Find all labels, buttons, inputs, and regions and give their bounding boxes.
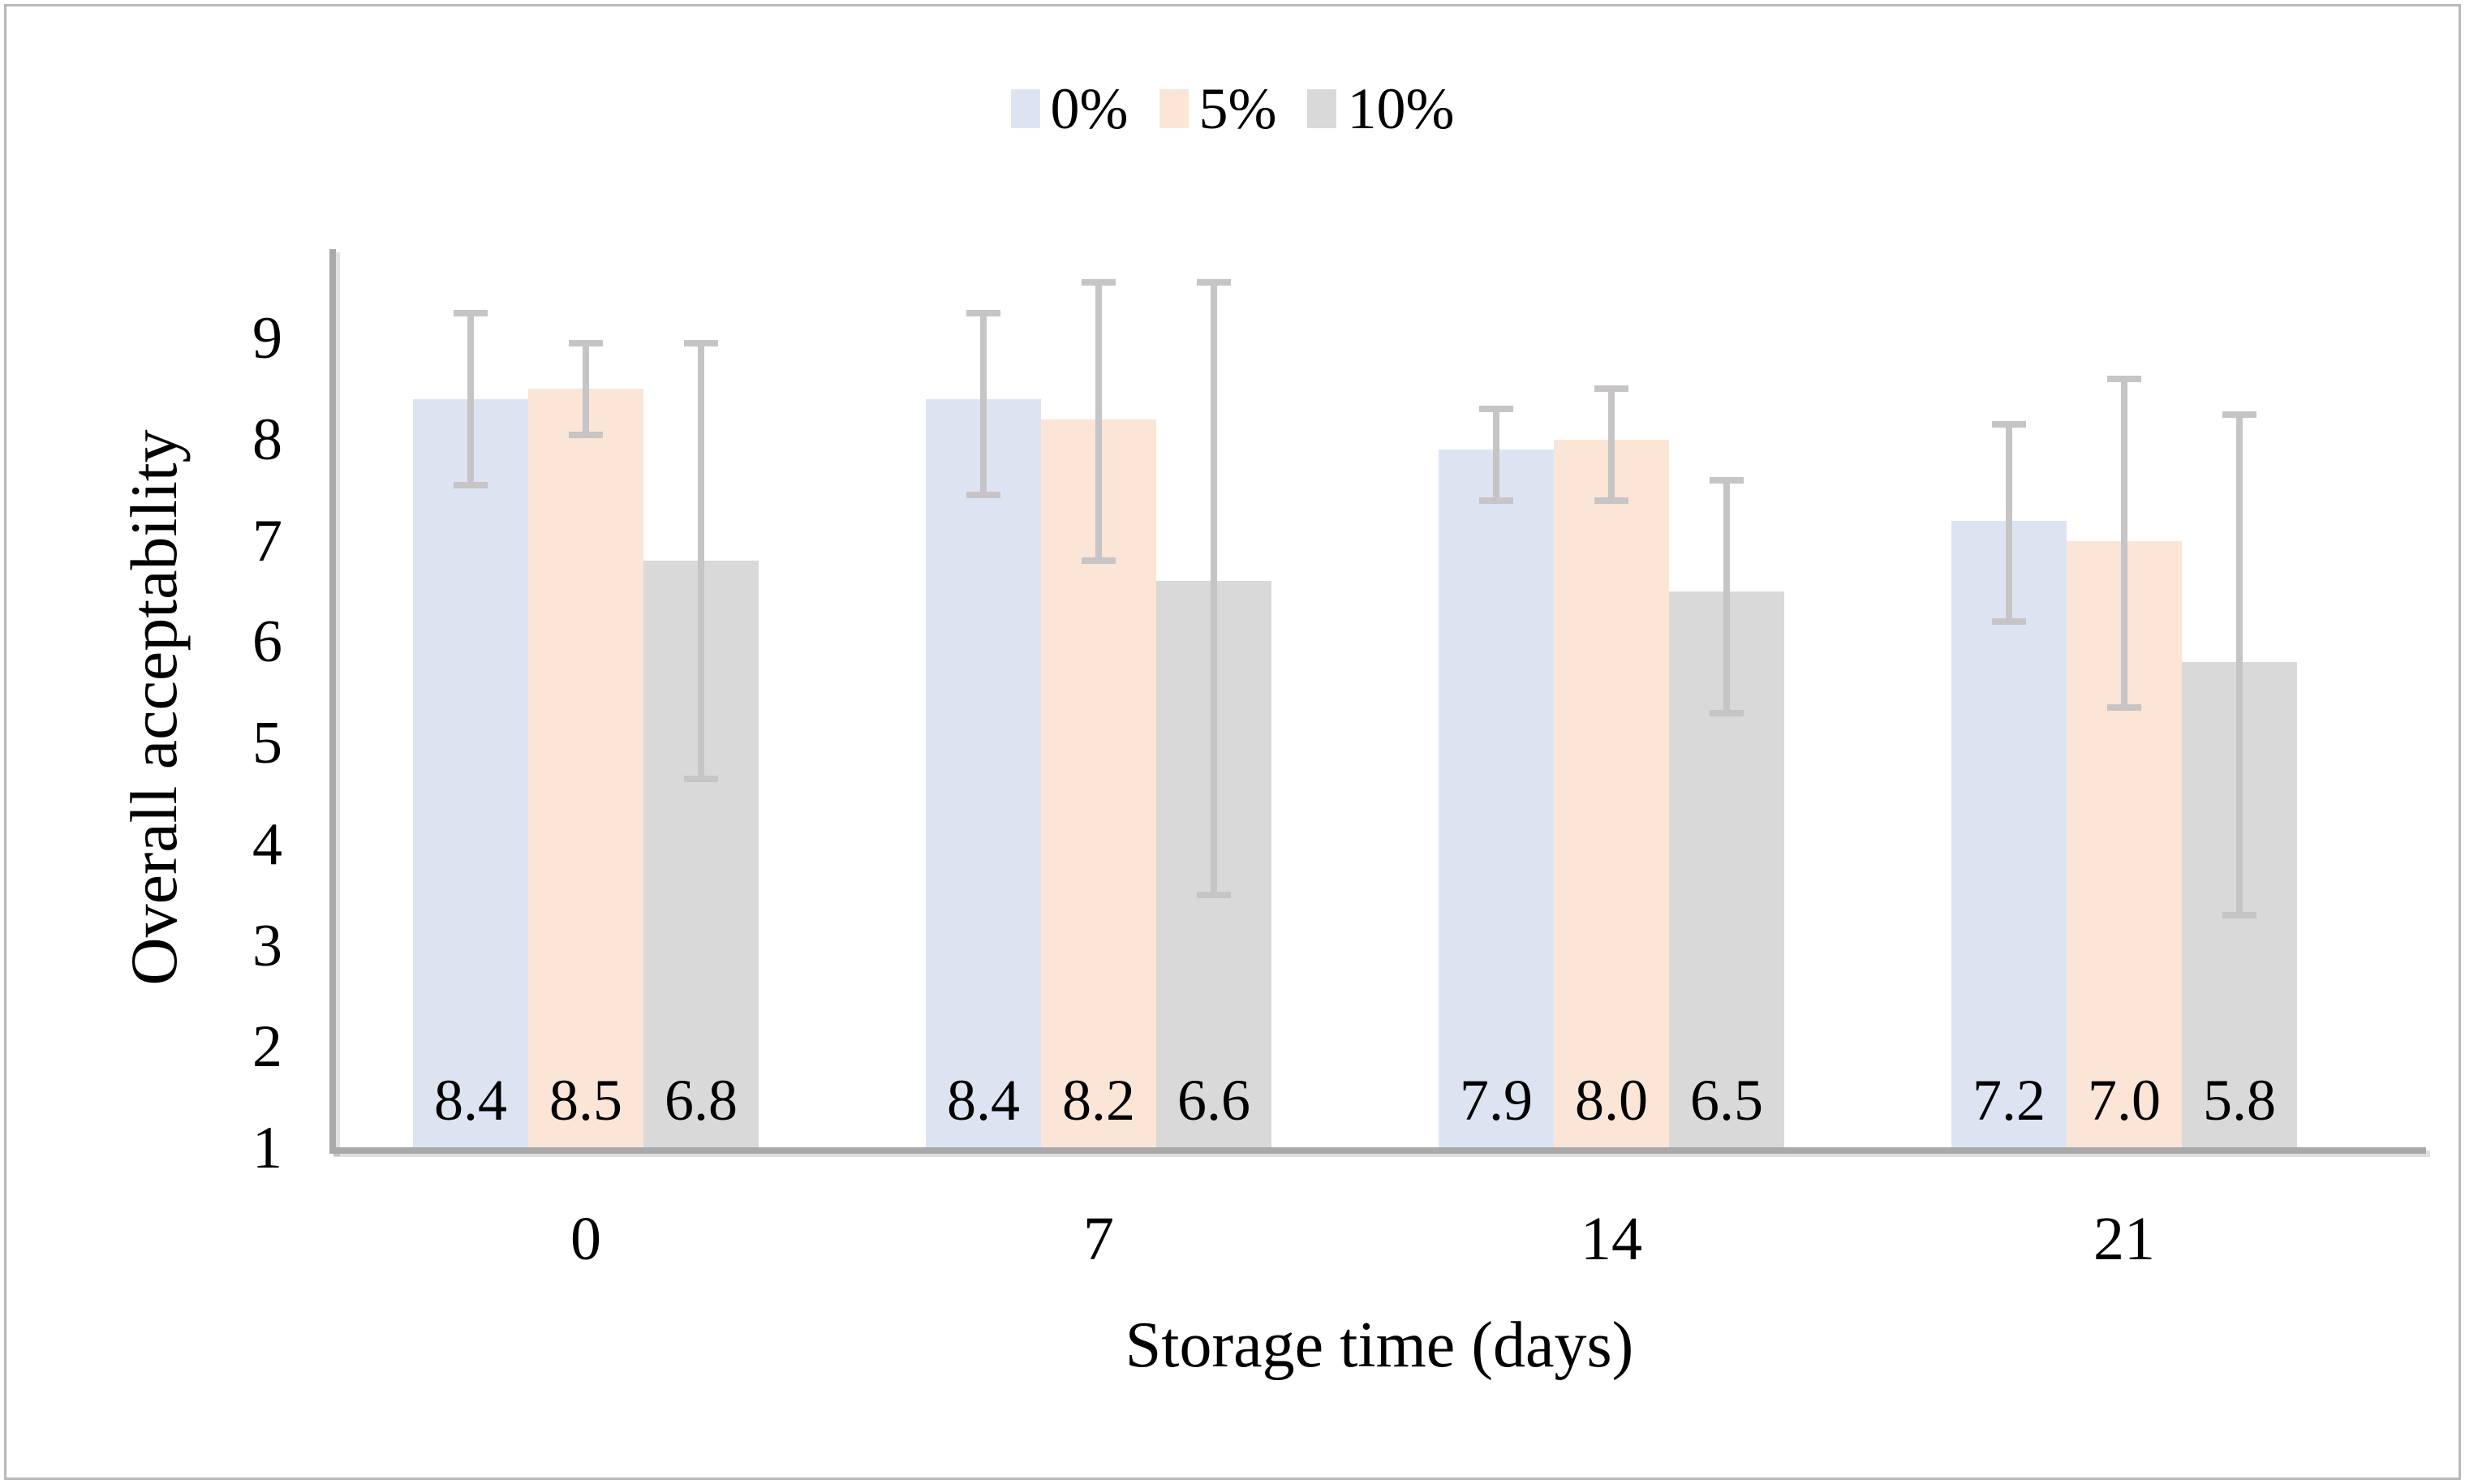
error-bar-line: [1608, 389, 1615, 501]
y-tick-label: 2: [252, 1013, 282, 1081]
error-bar-cap-top: [2107, 375, 2141, 382]
x-axis-title: Storage time (days): [1125, 1310, 1634, 1381]
legend-swatch-icon: [1307, 89, 1337, 128]
error-bar-line: [1723, 480, 1730, 713]
legend-item-10%: 10%: [1307, 80, 1454, 138]
error-bar-line: [467, 312, 474, 485]
error-bar-cap-bottom: [1479, 497, 1513, 504]
bar-value-label: 8.0: [1575, 1068, 1648, 1133]
figure-border: [4, 4, 2461, 1480]
x-category-label: 21: [2093, 1205, 2155, 1273]
y-tick-label: 6: [252, 609, 282, 676]
error-bar-cap-bottom: [2107, 704, 2141, 712]
bar-value-label: 5.8: [2203, 1068, 2276, 1133]
y-tick-label: 5: [252, 710, 282, 776]
error-bar-line: [1211, 282, 1217, 896]
error-bar-line: [980, 312, 987, 496]
error-bar-cap-top: [569, 340, 603, 347]
bar-0%-day0: [413, 398, 528, 1147]
error-bar-cap-top: [1479, 406, 1513, 413]
bar-5%-day0: [528, 389, 643, 1147]
bar-value-label: 8.4: [434, 1068, 507, 1133]
error-bar-line: [1493, 409, 1499, 501]
bar-0%-day14: [1439, 450, 1554, 1147]
error-bar-cap-top: [1992, 421, 2026, 428]
error-bar-cap-bottom: [569, 431, 603, 438]
x-category-label: 0: [570, 1205, 601, 1273]
legend-item-5%: 5%: [1159, 76, 1277, 141]
error-bar-cap-bottom: [684, 775, 718, 782]
error-bar-cap-bottom: [966, 492, 1000, 499]
legend-swatch-icon: [1159, 89, 1189, 128]
error-bar-cap-bottom: [454, 481, 488, 488]
y-tick-label: 4: [252, 811, 282, 878]
error-bar-cap-top: [966, 309, 1000, 316]
error-bar-cap-bottom: [2222, 912, 2256, 919]
error-bar-cap-top: [1082, 279, 1116, 286]
bar-value-label: 7.2: [1972, 1068, 2046, 1133]
error-bar-cap-top: [684, 340, 718, 347]
error-bar-line: [2236, 414, 2243, 916]
bar-0%-day7: [926, 398, 1041, 1147]
bar-value-label: 7.0: [2088, 1068, 2161, 1133]
bar-value-label: 7.9: [1460, 1068, 1533, 1133]
error-bar-cap-bottom: [1594, 497, 1628, 504]
error-bar-cap-top: [2222, 411, 2256, 418]
error-bar-cap-top: [1710, 476, 1744, 484]
bar-value-label: 8.2: [1062, 1068, 1135, 1133]
x-category-label: 7: [1083, 1205, 1114, 1273]
y-tick-label: 1: [252, 1115, 282, 1181]
legend-item-0%: 0%: [1010, 76, 1129, 141]
y-tick-label: 8: [252, 406, 282, 473]
legend-label: 5%: [1198, 76, 1277, 141]
error-bar-cap-top: [1197, 279, 1231, 286]
bar-value-label: 8.5: [549, 1068, 622, 1133]
legend-label: 10%: [1347, 76, 1455, 141]
error-bar-cap-top: [454, 309, 488, 316]
x-axis-line: [329, 1147, 2426, 1154]
bar-value-label: 6.8: [665, 1068, 738, 1133]
error-bar-line: [583, 343, 589, 435]
error-bar-line: [2006, 424, 2012, 622]
error-bar-cap-bottom: [1082, 557, 1116, 565]
error-bar-cap-bottom: [1992, 618, 2026, 626]
error-bar-cap-bottom: [1710, 709, 1744, 716]
error-bar-line: [698, 343, 704, 779]
y-tick-label: 7: [252, 507, 282, 574]
legend-label: 0%: [1050, 76, 1129, 141]
x-category-label: 14: [1581, 1205, 1642, 1273]
y-axis-line: [329, 249, 336, 1153]
y-tick-label: 3: [252, 912, 282, 979]
error-bar-cap-bottom: [1197, 892, 1231, 899]
y-tick-label: 9: [252, 305, 282, 372]
bar-value-label: 6.5: [1690, 1068, 1763, 1133]
bar-value-label: 8.4: [947, 1068, 1020, 1133]
error-bar-cap-top: [1594, 385, 1628, 393]
error-bar-line: [2121, 378, 2127, 708]
bar-value-label: 6.6: [1177, 1068, 1250, 1133]
error-bar-line: [1095, 282, 1102, 561]
bar-5%-day14: [1554, 439, 1669, 1147]
chart-legend: 0% 5% 10%: [0, 80, 2465, 138]
legend-swatch-icon: [1010, 89, 1040, 128]
